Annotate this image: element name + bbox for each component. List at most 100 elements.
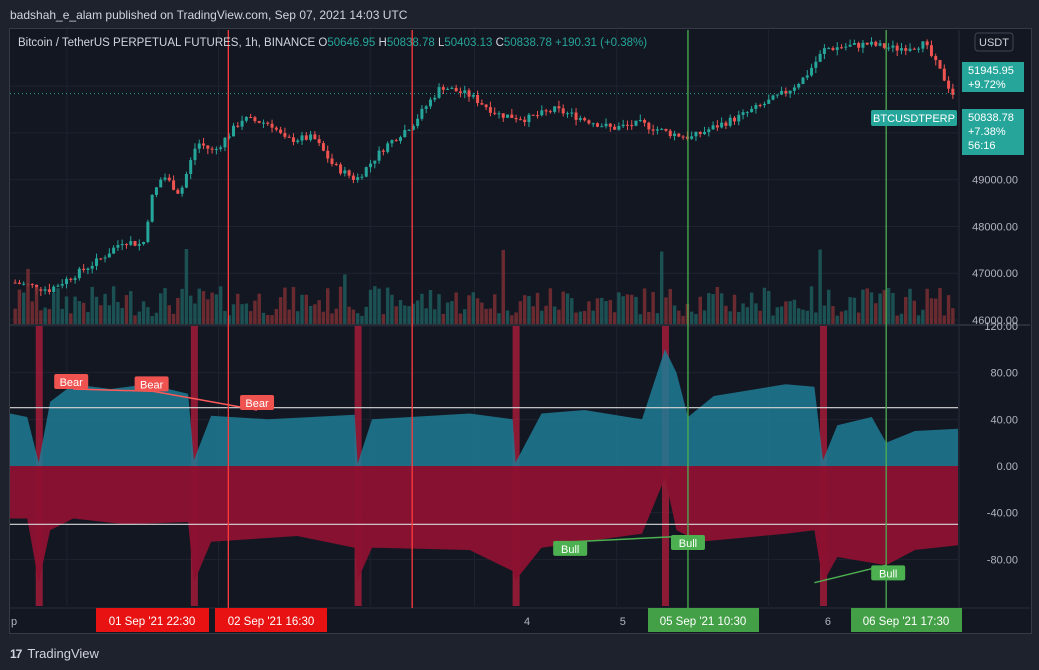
- volume-bar: [163, 288, 167, 324]
- volume-bar: [617, 292, 621, 324]
- candle-body: [514, 117, 518, 120]
- candle-body: [189, 160, 193, 174]
- volume-bar: [707, 293, 711, 324]
- candle-body: [540, 110, 544, 116]
- candle-body: [750, 108, 754, 113]
- volume-bar: [407, 306, 411, 324]
- candle-body: [754, 105, 758, 109]
- volume-bar: [480, 302, 484, 324]
- symbol-tag: BTCUSDTPERP: [873, 113, 955, 125]
- candle-body: [411, 125, 415, 130]
- bull-label-bg: [871, 565, 906, 581]
- candle-body: [321, 143, 325, 151]
- candle-body: [484, 104, 488, 108]
- volume-bar: [826, 289, 831, 324]
- bull-divergence-line: [570, 535, 689, 543]
- candle-body: [454, 87, 458, 92]
- volume-bar: [904, 296, 908, 324]
- volume-bar: [253, 300, 257, 324]
- candle-body: [428, 99, 432, 107]
- legend-o-label: O: [318, 37, 327, 49]
- candle-body: [476, 95, 480, 104]
- volume-bar: [39, 310, 43, 324]
- volume-bar: [831, 306, 835, 324]
- candle-body: [655, 129, 659, 131]
- candle-body: [334, 164, 338, 166]
- volume-bar: [197, 288, 201, 324]
- volume-bar: [604, 300, 608, 324]
- candle-body: [775, 94, 779, 96]
- volume-bar: [938, 287, 942, 324]
- volume-bar: [56, 288, 60, 324]
- volume-bar: [424, 308, 428, 324]
- candle-body: [904, 48, 908, 51]
- volume-bar: [702, 310, 707, 324]
- bull-label-bg: [553, 540, 588, 556]
- volume-bar: [848, 297, 852, 324]
- volume-bar: [403, 305, 407, 324]
- candle-body: [698, 131, 702, 135]
- volume-bar: [343, 274, 347, 324]
- candle-body: [339, 164, 343, 174]
- price-pane-bg: [10, 30, 958, 324]
- candle-body: [784, 90, 788, 94]
- volume-bar: [270, 315, 274, 324]
- volume-bar: [844, 310, 848, 324]
- candle-body: [690, 136, 694, 139]
- candle-body: [882, 43, 886, 48]
- volume-bar: [634, 296, 638, 324]
- candle-body: [874, 41, 878, 46]
- candle-body: [274, 127, 278, 130]
- candle-body: [13, 282, 17, 284]
- tradingview-logo[interactable]: 17 TradingView: [10, 646, 99, 661]
- candle-body: [634, 120, 638, 126]
- volume-bar: [557, 309, 561, 324]
- candle-body: [578, 118, 582, 120]
- bull-label: Bull: [879, 568, 897, 580]
- volume-bar: [467, 295, 471, 324]
- candle-body: [283, 133, 287, 137]
- bull-time-badge: [648, 608, 759, 632]
- candle-body: [531, 114, 535, 116]
- volume-bar: [565, 293, 570, 324]
- legend-l: 50403.13: [444, 37, 495, 49]
- candle-body: [257, 121, 261, 123]
- volume-bar: [839, 311, 844, 324]
- volume-bar: [274, 309, 279, 324]
- volume-bar: [784, 301, 788, 324]
- volume-bar: [715, 286, 720, 324]
- candle-body: [309, 134, 313, 140]
- currency-button-label: USDT: [979, 37, 1009, 49]
- candle-body: [643, 119, 647, 123]
- candle-body: [180, 187, 184, 194]
- volume-bar: [94, 296, 99, 324]
- volume-bar: [818, 249, 822, 324]
- volume-bar: [908, 288, 912, 324]
- candle-body: [77, 268, 81, 279]
- candle-body: [197, 143, 201, 149]
- volume-bar: [518, 301, 523, 324]
- candle-body: [159, 179, 163, 188]
- volume-bar: [891, 292, 895, 324]
- candle-body: [621, 124, 625, 127]
- bull-time-label: 05 Sep '21 10:30: [660, 616, 747, 628]
- volume-bar: [929, 298, 934, 324]
- bear-label: Bear: [245, 398, 269, 410]
- candle-body: [835, 47, 839, 50]
- candle-body: [895, 45, 899, 51]
- candle-body: [154, 187, 158, 195]
- time-axis-label: 4: [524, 616, 530, 628]
- candle-body: [343, 170, 347, 174]
- candle-body: [506, 114, 510, 118]
- volume-bar: [193, 303, 197, 324]
- volume-bar: [505, 310, 510, 324]
- volume-bar: [368, 289, 373, 324]
- bear-time-badge: [96, 608, 209, 632]
- candle-body: [253, 117, 257, 122]
- candle-body: [450, 87, 454, 89]
- chart-canvas[interactable]: BearBearBearBullBullBull51000.0050000.00…: [0, 0, 1039, 640]
- candle-body: [236, 125, 240, 127]
- candle-body: [737, 114, 741, 122]
- bull-time-label: 06 Sep '21 17:30: [863, 616, 950, 628]
- candle-body: [116, 245, 120, 248]
